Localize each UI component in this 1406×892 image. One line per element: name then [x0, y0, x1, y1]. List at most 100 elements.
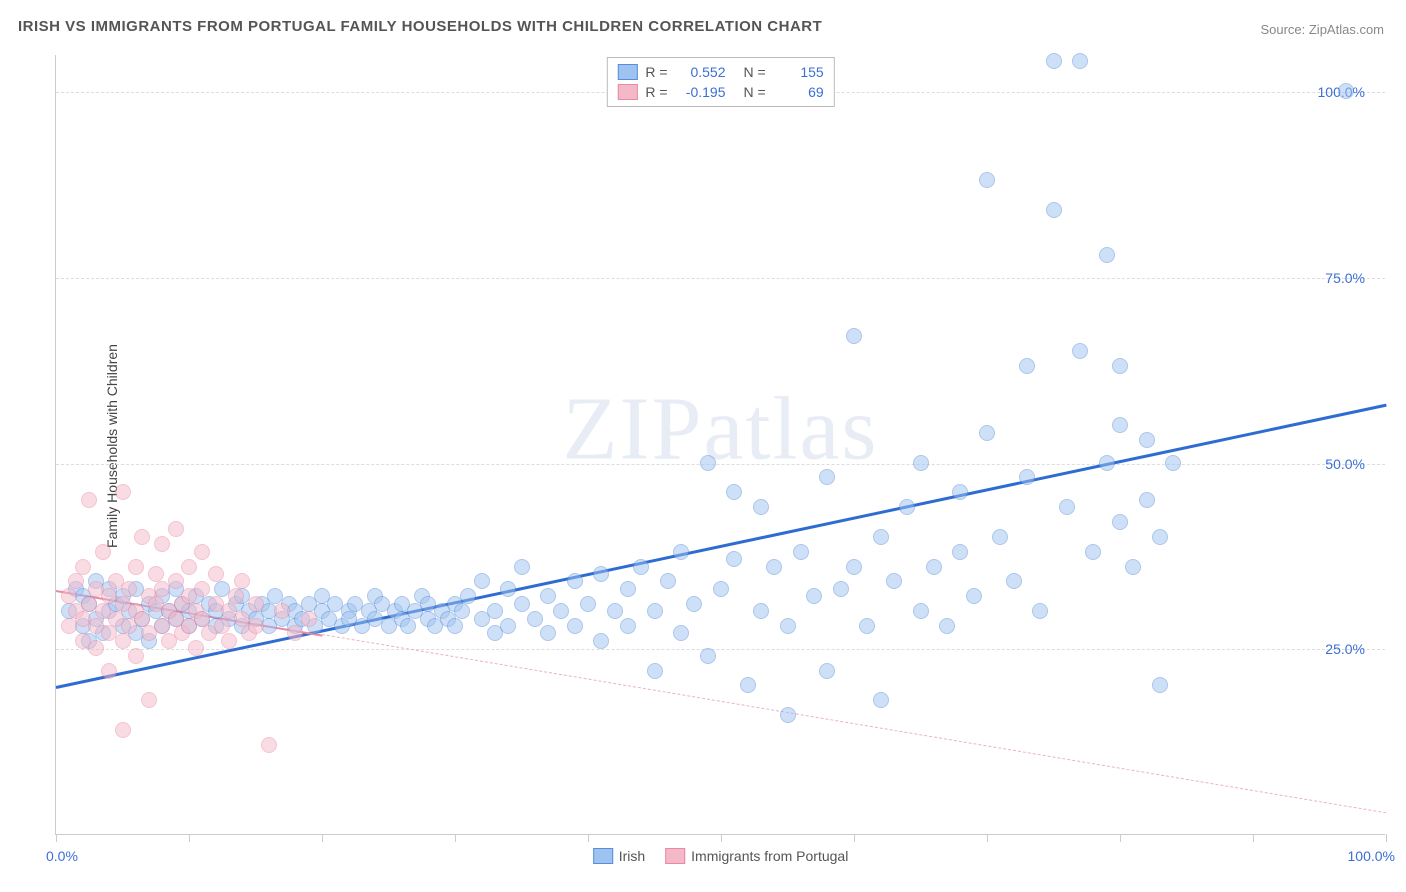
data-point: [979, 172, 995, 188]
data-point: [500, 618, 516, 634]
data-point: [141, 692, 157, 708]
data-point: [1099, 247, 1115, 263]
data-point: [1072, 53, 1088, 69]
data-point: [913, 603, 929, 619]
data-point: [1152, 677, 1168, 693]
data-point: [1139, 492, 1155, 508]
data-point: [454, 603, 470, 619]
data-point: [1139, 432, 1155, 448]
data-point: [633, 559, 649, 575]
chart-title: IRISH VS IMMIGRANTS FROM PORTUGAL FAMILY…: [18, 18, 822, 35]
x-tick: [588, 834, 589, 842]
data-point: [567, 573, 583, 589]
data-point: [527, 611, 543, 627]
data-point: [474, 573, 490, 589]
legend-row: R = 0.552 N = 155: [617, 62, 823, 82]
legend-swatch: [617, 64, 637, 80]
data-point: [181, 559, 197, 575]
data-point: [846, 328, 862, 344]
data-point: [952, 484, 968, 500]
legend-label: Immigrants from Portugal: [691, 848, 848, 864]
series-legend: Irish Immigrants from Portugal: [593, 848, 849, 864]
x-tick-label: 100.0%: [1348, 848, 1395, 864]
data-point: [134, 611, 150, 627]
data-point: [952, 544, 968, 560]
data-point: [1019, 358, 1035, 374]
legend-item: Irish: [593, 848, 645, 864]
data-point: [700, 455, 716, 471]
data-point: [819, 469, 835, 485]
data-point: [806, 588, 822, 604]
source-attribution: Source: ZipAtlas.com: [1260, 22, 1384, 37]
data-point: [81, 492, 97, 508]
legend-row: R =-0.195N =69: [617, 82, 823, 102]
data-point: [248, 618, 264, 634]
x-tick: [987, 834, 988, 842]
trend-line: [56, 404, 1387, 689]
n-value: 155: [774, 64, 824, 80]
data-point: [121, 581, 137, 597]
x-tick: [455, 834, 456, 842]
data-point: [128, 648, 144, 664]
x-tick: [854, 834, 855, 842]
data-point: [261, 737, 277, 753]
data-point: [873, 692, 889, 708]
gridline: [56, 278, 1385, 279]
watermark: ZIPatlas: [563, 377, 879, 480]
data-point: [1019, 469, 1035, 485]
data-point: [234, 573, 250, 589]
data-point: [713, 581, 729, 597]
data-point: [61, 588, 77, 604]
data-point: [188, 640, 204, 656]
x-tick: [1386, 834, 1387, 842]
data-point: [620, 581, 636, 597]
x-tick-label: 0.0%: [46, 848, 78, 864]
data-point: [148, 566, 164, 582]
data-point: [780, 707, 796, 723]
data-point: [846, 559, 862, 575]
data-point: [208, 566, 224, 582]
data-point: [673, 544, 689, 560]
data-point: [660, 573, 676, 589]
data-point: [194, 611, 210, 627]
data-point: [913, 455, 929, 471]
data-point: [1046, 202, 1062, 218]
data-point: [766, 559, 782, 575]
data-point: [780, 618, 796, 634]
data-point: [819, 663, 835, 679]
data-point: [726, 484, 742, 500]
data-point: [101, 663, 117, 679]
data-point: [75, 559, 91, 575]
data-point: [154, 536, 170, 552]
legend-label: Irish: [619, 848, 645, 864]
data-point: [1099, 455, 1115, 471]
correlation-legend: R = 0.552 N = 155 R =-0.195N =69: [606, 57, 834, 107]
data-point: [514, 596, 530, 612]
legend-swatch: [617, 84, 637, 100]
data-point: [214, 618, 230, 634]
data-point: [88, 640, 104, 656]
data-point: [274, 603, 290, 619]
data-point: [1112, 358, 1128, 374]
data-point: [447, 618, 463, 634]
data-point: [1165, 455, 1181, 471]
data-point: [793, 544, 809, 560]
r-value: 0.552: [676, 64, 726, 80]
data-point: [1152, 529, 1168, 545]
n-label: N =: [744, 64, 766, 80]
data-point: [979, 425, 995, 441]
data-point: [194, 581, 210, 597]
data-point: [966, 588, 982, 604]
data-point: [115, 484, 131, 500]
data-point: [593, 633, 609, 649]
data-point: [740, 677, 756, 693]
data-point: [833, 581, 849, 597]
data-point: [1032, 603, 1048, 619]
gridline: [56, 649, 1385, 650]
y-tick-label: 50.0%: [1325, 456, 1365, 472]
y-tick-label: 25.0%: [1325, 641, 1365, 657]
x-tick: [721, 834, 722, 842]
data-point: [221, 633, 237, 649]
data-point: [194, 544, 210, 560]
r-label: R =: [645, 64, 667, 80]
